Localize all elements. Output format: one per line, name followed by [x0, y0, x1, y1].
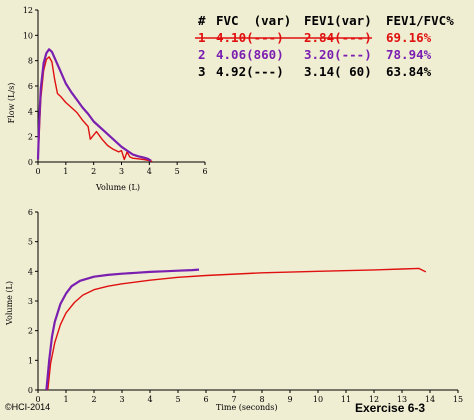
- flow-y-tick-label: 0: [28, 158, 33, 167]
- volume-x-tick-label: 9: [287, 395, 292, 404]
- volume-x-tick-label: 8: [259, 395, 264, 404]
- results-table: # FVC (var) FEV1(var) FEV1/FVC% 14.10(--…: [195, 13, 454, 79]
- flow-x-tick-label: 5: [175, 167, 180, 176]
- volume-x-tick-label: 13: [397, 395, 407, 404]
- volume-x-tick-label: 0: [35, 395, 40, 404]
- volume-y-tick-label: 6: [28, 208, 33, 217]
- flow-x-tick-label: 4: [147, 167, 152, 176]
- volume-y-tick-label: 0: [28, 386, 33, 395]
- volume-x-tick-label: 4: [147, 395, 152, 404]
- table-row-3-fev1: 3.14( 60): [304, 64, 372, 79]
- flow-y-tick-label: 8: [28, 57, 33, 66]
- flow-y-tick-label: 12: [23, 6, 33, 15]
- flow-series-trial-1-line: [37, 56, 153, 163]
- volume-x-tick-label: 14: [425, 395, 435, 404]
- volume-x-tick-label: 11: [341, 395, 351, 404]
- volume-y-axis-label: Volume (L): [5, 281, 14, 326]
- volume-x-tick-label: 1: [63, 395, 68, 404]
- table-row-2-num: 2: [198, 47, 206, 62]
- table-row-1-ratio: 69.16%: [386, 30, 432, 45]
- volume-x-tick-label: 10: [313, 395, 323, 404]
- flow-x-tick-label: 3: [119, 167, 124, 176]
- flow-x-axis-label: Volume (L): [95, 183, 140, 192]
- volume-y-tick-label: 2: [28, 327, 33, 336]
- volume-x-tick-label: 15: [453, 395, 463, 404]
- copyright-text: ©HCI-2014: [5, 402, 50, 412]
- flow-series-trial-2-line: [36, 48, 152, 162]
- volume-x-tick-label: 5: [175, 395, 180, 404]
- table-row-2-ratio: 78.94%: [386, 47, 432, 62]
- table-row-3-fvc: 4.92(---): [216, 64, 284, 79]
- volume-series-trial-2-line: [45, 268, 200, 391]
- volume-x-tick-label: 3: [119, 395, 124, 404]
- table-row-2-fev1: 3.20(---): [304, 47, 372, 62]
- flow-x-tick-label: 2: [91, 167, 96, 176]
- volume-y-tick-label: 4: [28, 267, 33, 276]
- volume-y-tick-label: 1: [28, 356, 33, 365]
- volume-x-tick-label: 7: [231, 395, 236, 404]
- volume-y-tick-label: 3: [28, 297, 33, 306]
- flow-x-tick-label: 0: [35, 167, 40, 176]
- flow-y-tick-label: 6: [28, 82, 33, 91]
- flow-x-tick-label: 1: [63, 167, 68, 176]
- volume-series-trial-1-line: [47, 267, 427, 391]
- flow-y-tick-label: 2: [28, 133, 33, 142]
- time-x-axis-label: Time (seconds): [216, 403, 278, 412]
- table-header-fvc: FVC (var): [216, 13, 291, 28]
- table-header-fev1: FEV1(var): [304, 13, 372, 28]
- volume-x-tick-label: 6: [203, 395, 208, 404]
- volume-y-tick-label: 5: [28, 238, 33, 247]
- flow-y-axis-label: Flow (L/s): [7, 83, 16, 124]
- volume-x-tick-label: 12: [369, 395, 379, 404]
- flow-y-tick-label: 10: [23, 31, 33, 40]
- table-row-3-ratio: 63.84%: [386, 64, 432, 79]
- flow-y-tick-label: 4: [28, 107, 33, 116]
- table-row-2-fvc: 4.06(860): [216, 47, 284, 62]
- flow-x-tick-label: 6: [202, 167, 207, 176]
- table-header-num: #: [198, 13, 206, 28]
- table-header-ratio: FEV1/FVC%: [386, 13, 454, 28]
- table-row-3-num: 3: [198, 64, 206, 79]
- volume-x-tick-label: 2: [91, 395, 96, 404]
- exercise-label: Exercise 6-3: [355, 401, 425, 415]
